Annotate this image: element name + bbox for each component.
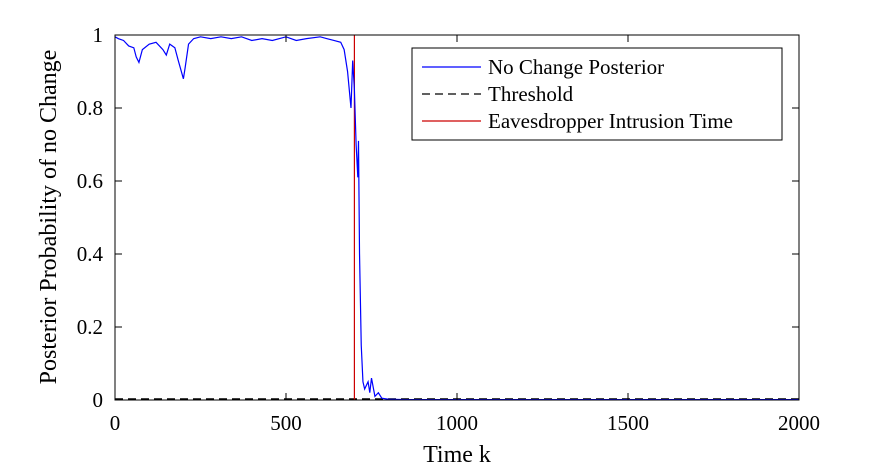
- legend-label-intrusion-time: Eavesdropper Intrusion Time: [488, 109, 733, 133]
- y-axis: 0 0.2 0.4 0.6 0.8 1: [77, 23, 799, 412]
- x-tick-label: 0: [110, 411, 121, 435]
- series-line-no-change-posterior: [114, 36, 799, 401]
- x-axis: 0 500 1000 1500 2000: [110, 35, 820, 435]
- legend-label-threshold: Threshold: [488, 82, 574, 106]
- y-axis-label: Posterior Probability of no Change: [36, 50, 62, 385]
- x-tick-label: 500: [270, 411, 302, 435]
- x-tick-label: 2000: [778, 411, 820, 435]
- legend-box: [411, 47, 783, 141]
- legend-label-no-change-posterior: No Change Posterior: [488, 55, 664, 79]
- y-tick-label: 0.2: [77, 315, 103, 339]
- y-tick-label: 0: [93, 388, 104, 412]
- x-axis-label: Time k: [423, 442, 491, 468]
- y-tick-label: 0.8: [77, 96, 103, 120]
- y-tick-label: 1: [93, 23, 104, 47]
- x-tick-label: 1500: [607, 411, 649, 435]
- x-tick-label: 1000: [436, 411, 478, 435]
- y-tick-label: 0.4: [77, 242, 104, 266]
- y-tick-label: 0.6: [77, 169, 103, 193]
- legend: No Change Posterior Threshold Eavesdropp…: [411, 47, 783, 141]
